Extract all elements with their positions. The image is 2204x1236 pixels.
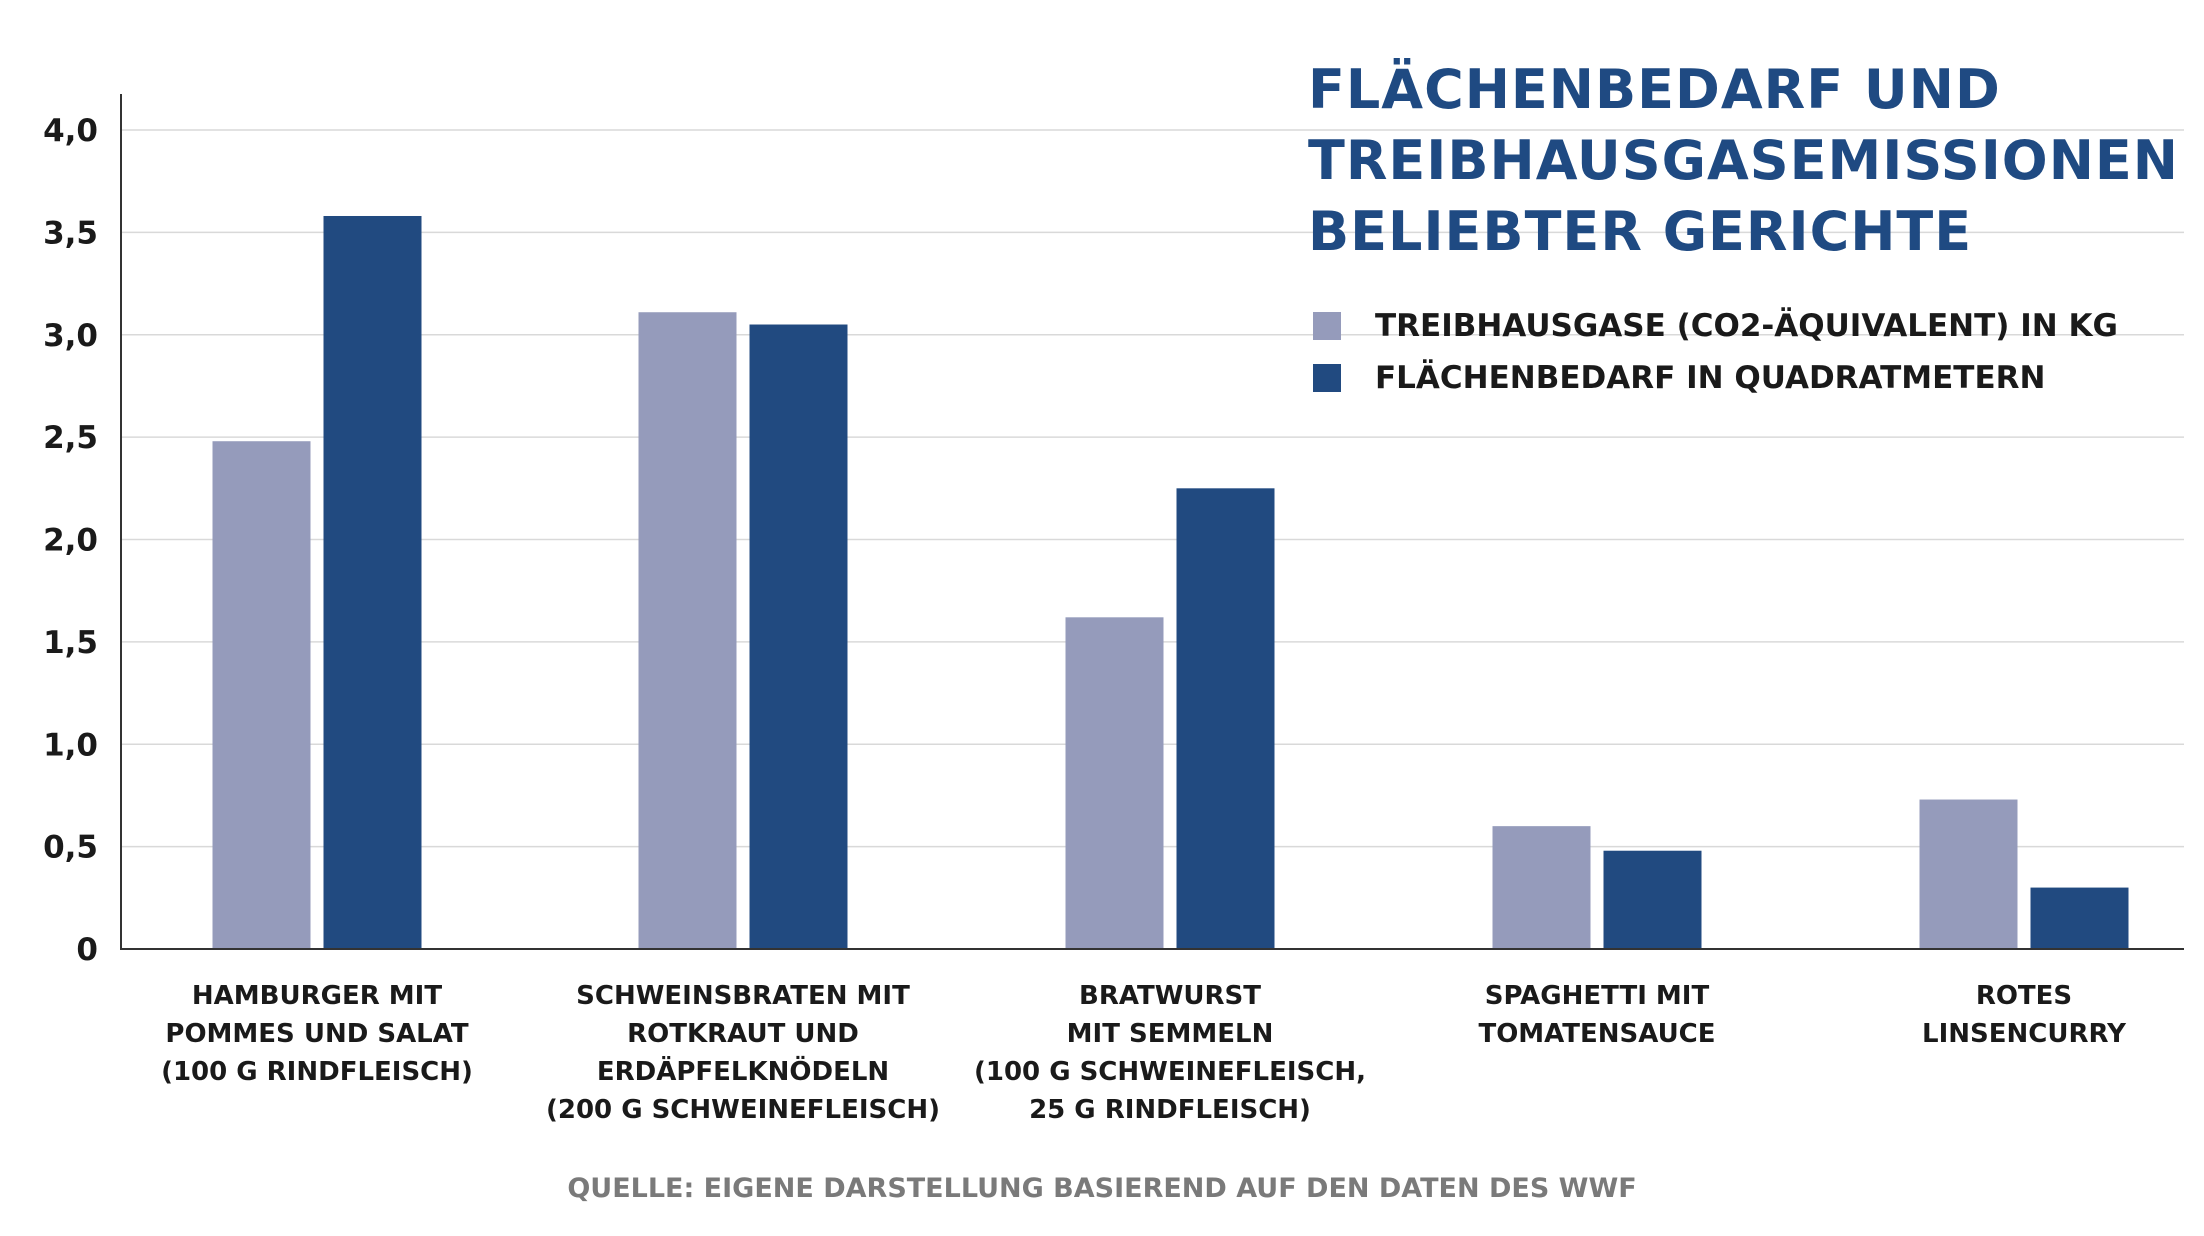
y-tick-label: 3,5: [43, 215, 98, 251]
legend-item-flaechenbedarf: FLÄCHENBEDARF IN QUADRATMETERN: [1313, 352, 2118, 404]
legend-swatch: [1313, 364, 1341, 392]
y-tick-label: 0: [76, 932, 98, 968]
legend-item-treibhausgase: TREIBHAUSGASE (CO2-ÄQUIVALENT) IN KG: [1313, 300, 2118, 352]
category-label: (100 G RINDFLEISCH): [161, 1057, 473, 1087]
bars: [212, 215, 2129, 949]
category-label: POMMES UND SALAT: [165, 1019, 468, 1049]
category-label: 25 G RINDFLEISCH): [1029, 1095, 1311, 1125]
chart-title: FLÄCHENBEDARF UND TREIBHAUSGASEMISSIONEN…: [1308, 54, 2188, 267]
category-label: HAMBURGER MIT: [192, 981, 442, 1011]
y-tick-label: 3,0: [43, 318, 98, 354]
category-label: SPAGHETTI MIT: [1485, 981, 1710, 1011]
category-labels: HAMBURGER MIT POMMES UND SALAT (100 G RIND…: [161, 981, 2127, 1125]
bar: [212, 441, 311, 949]
category-label: ROTES: [1976, 981, 2072, 1011]
y-axis-ticks: 0 0,5 1,0 1,5 2,0 2,5 3,0 3,5 4,0: [43, 113, 98, 968]
legend-swatch: [1313, 312, 1341, 340]
source-note: QUELLE: EIGENE DARSTELLUNG BASIEREND AUF…: [567, 1173, 1637, 1204]
category-label: ERDÄPFELKNÖDELN: [597, 1054, 889, 1087]
bar: [1065, 617, 1164, 949]
y-tick-label: 1,5: [43, 625, 98, 661]
y-tick-label: 2,0: [43, 523, 98, 559]
bar: [1919, 799, 2018, 949]
chart-title-line: TREIBHAUSGASEMISSIONEN: [1308, 129, 2179, 192]
bar: [638, 312, 737, 949]
bar: [323, 215, 422, 949]
y-tick-label: 4,0: [43, 113, 98, 149]
category-label: MIT SEMMELN: [1067, 1019, 1274, 1049]
chart-title-line: FLÄCHENBEDARF UND: [1308, 58, 2001, 121]
bar: [749, 324, 848, 949]
legend-label: FLÄCHENBEDARF IN QUADRATMETERN: [1375, 360, 2046, 396]
category-label: ROTKRAUT UND: [627, 1019, 859, 1049]
bar: [2030, 887, 2129, 949]
category-label: SCHWEINSBRATEN MIT: [576, 981, 910, 1011]
y-tick-label: 0,5: [43, 830, 98, 866]
category-label: BRATWURST: [1079, 981, 1261, 1011]
category-label: (100 G SCHWEINEFLEISCH,: [974, 1057, 1366, 1087]
category-label: LINSENCURRY: [1922, 1019, 2127, 1049]
category-label: TOMATENSAUCE: [1478, 1019, 1715, 1049]
legend-label: TREIBHAUSGASE (CO2-ÄQUIVALENT) IN KG: [1375, 308, 2118, 344]
y-tick-label: 1,0: [43, 727, 98, 763]
category-label: (200 G SCHWEINEFLEISCH): [546, 1095, 940, 1125]
bar: [1492, 826, 1591, 949]
bar: [1603, 850, 1702, 949]
bar: [1176, 488, 1275, 949]
legend: TREIBHAUSGASE (CO2-ÄQUIVALENT) IN KG FLÄ…: [1313, 300, 2118, 404]
y-tick-label: 2,5: [43, 420, 98, 456]
chart-title-line: BELIEBTER GERICHTE: [1308, 200, 1973, 263]
